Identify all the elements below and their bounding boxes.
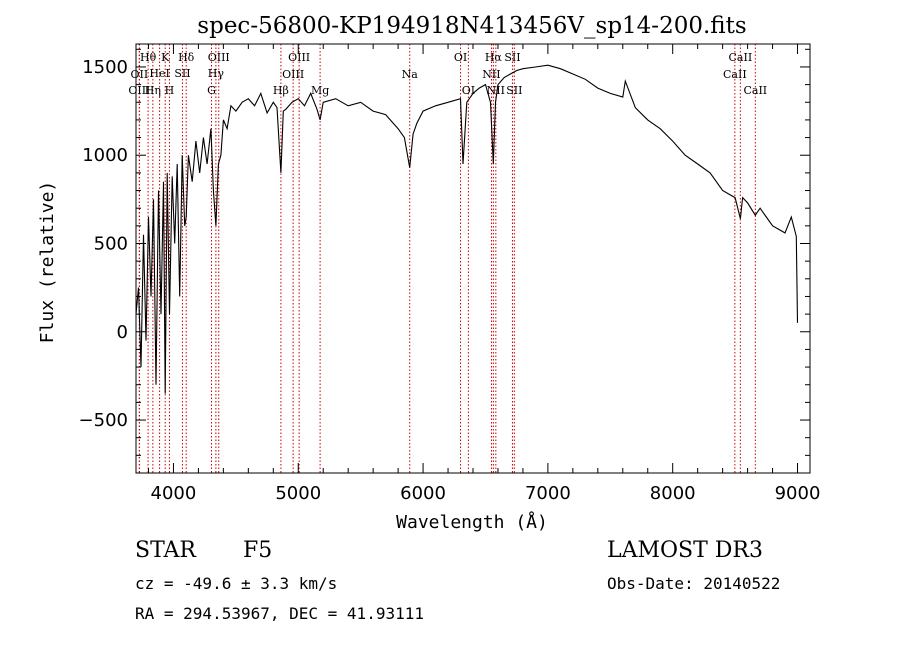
reference-line-label: Hα: [485, 51, 503, 64]
reference-line-label: OII: [131, 68, 149, 81]
reference-line-label: Hδ: [178, 51, 195, 64]
reference-line-label: OIII: [208, 51, 230, 64]
reference-line-label: OIII: [288, 51, 310, 64]
y-tick-label: 0: [117, 322, 128, 343]
reference-line-label: OI: [454, 51, 467, 64]
y-axis-label: Flux (relative): [37, 181, 58, 344]
reference-line-label: Na: [402, 68, 419, 81]
reference-line-label: SII: [504, 51, 520, 64]
reference-line-label: K: [161, 51, 170, 64]
reference-line-label: OI: [462, 84, 475, 97]
reference-line-label: Hη: [145, 84, 161, 97]
chart-title: spec-56800-KP194918N413456V_sp14-200.fit…: [197, 13, 746, 39]
reference-line-label: HeI: [149, 67, 169, 80]
reference-line-label: CaII: [729, 51, 753, 64]
reference-line-labels: OII Hθ OIII K HeI Hη SII H Hδ OIII Hγ G Hβ OIII OIII Mg…: [128, 51, 767, 97]
reference-line-label: Hβ: [273, 84, 289, 97]
x-axis-label: Wavelength (Å): [396, 511, 548, 533]
plot-frame: [135, 43, 811, 474]
coordinates: RA = 294.53967, DEC = 41.93111: [135, 604, 424, 623]
reference-line-label: Mg: [311, 84, 329, 97]
x-tick-label: 5000: [275, 483, 321, 504]
reference-line-label: Hθ: [140, 51, 157, 64]
reference-line-label: OIII: [128, 84, 150, 97]
reference-line-label: CaII: [723, 68, 747, 81]
survey-name: LAMOST DR3: [607, 538, 763, 563]
x-tick-label: 6000: [400, 483, 446, 504]
reference-line-label: NII: [487, 84, 505, 97]
reference-line-label: OIII: [282, 68, 304, 81]
subclass: F5: [243, 538, 273, 563]
x-tick-label: 9000: [775, 483, 821, 504]
reference-line-label: H: [165, 84, 175, 97]
reference-line-label: CaII: [743, 84, 767, 97]
y-tick-label: −500: [79, 410, 128, 431]
reference-line-label: Hγ: [208, 67, 225, 80]
x-tick-label: 7000: [525, 483, 571, 504]
obs-date: Obs-Date: 20140522: [607, 574, 781, 593]
reference-line-label: SII: [506, 84, 522, 97]
reference-lines: [138, 44, 756, 473]
y-tick-label: 1500: [82, 57, 128, 78]
object-class: STAR: [135, 538, 196, 563]
y-axis: −500 0 500 1000 1500: [79, 48, 810, 474]
x-axis: 4000 5000 6000 7000 8000 9000: [147, 44, 821, 504]
spectrum-series-line: [135, 64, 799, 394]
reference-line-label: G: [207, 84, 216, 97]
redshift-value: cz = -49.6 ± 3.3 km/s: [135, 574, 338, 593]
reference-line-label: SII: [174, 67, 190, 80]
x-tick-label: 4000: [151, 483, 197, 504]
y-tick-label: 500: [94, 233, 128, 254]
y-tick-label: 1000: [82, 145, 128, 166]
reference-line-label: NII: [482, 68, 500, 81]
x-tick-label: 8000: [650, 483, 696, 504]
